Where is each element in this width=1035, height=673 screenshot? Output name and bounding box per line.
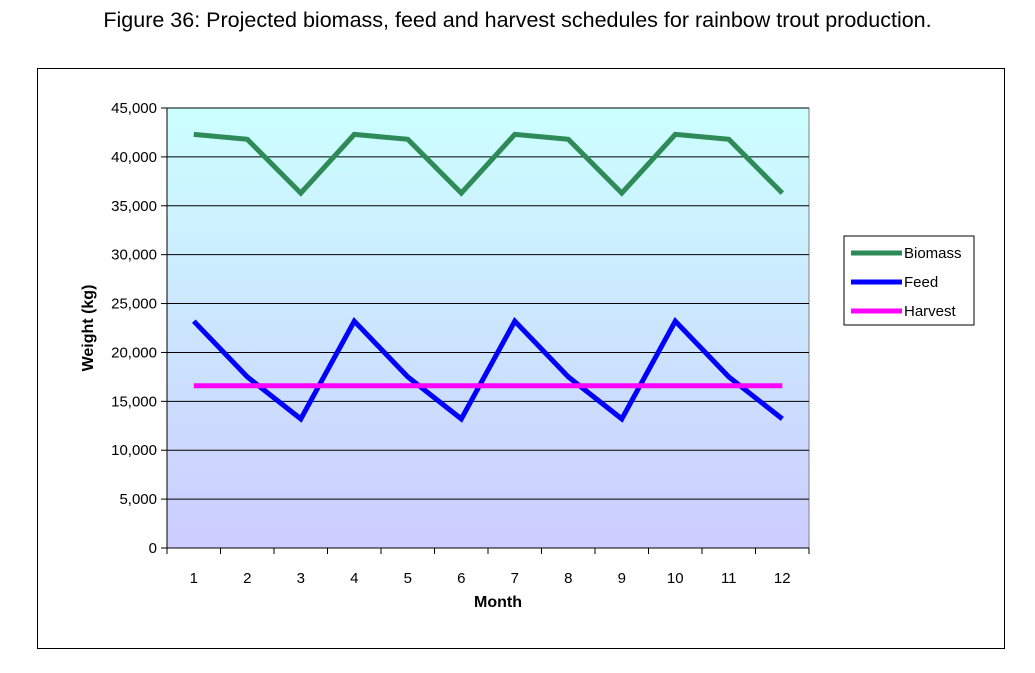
series-lines — [191, 131, 785, 423]
y-tick-label: 35,000 — [111, 198, 157, 215]
x-tick-label: 6 — [457, 570, 465, 587]
figure-title: Figure 36: Projected biomass, feed and h… — [103, 8, 932, 32]
x-tick-label: 7 — [511, 570, 519, 587]
x-tick-label: 4 — [350, 570, 358, 587]
legend-label-harvest: Harvest — [904, 303, 957, 320]
y-axis-title: Weight (kg) — [80, 285, 97, 372]
x-axis-title: Month — [474, 594, 522, 611]
y-tick-label: 10,000 — [111, 442, 157, 459]
y-tick-label: 45,000 — [111, 100, 157, 117]
plot-area — [166, 107, 810, 549]
x-tick-label: 10 — [667, 570, 684, 587]
y-tick-label: 25,000 — [111, 296, 157, 313]
y-tick-label: 5,000 — [119, 491, 157, 508]
y-tick-label: 20,000 — [111, 344, 157, 361]
y-tick-label: 15,000 — [111, 393, 157, 410]
y-axis: 0 5,000 10,000 15,000 20,000 25,000 30,000 35,0… — [111, 100, 168, 557]
series-line-feed — [191, 317, 784, 423]
y-tick-label: 0 — [149, 540, 157, 557]
x-tick-label: 9 — [618, 570, 626, 587]
x-tick-label: 12 — [774, 570, 791, 587]
x-tick-label: 1 — [190, 570, 198, 587]
x-tick-label: 3 — [297, 570, 305, 587]
legend: Biomass Feed Harvest — [843, 235, 975, 326]
legend-label-feed: Feed — [904, 274, 938, 291]
x-tick-label: 8 — [564, 570, 572, 587]
x-tick-label: 2 — [243, 570, 251, 587]
x-tick-label: 5 — [404, 570, 412, 587]
series-line-biomass — [193, 131, 785, 197]
y-tick-label: 30,000 — [111, 247, 157, 264]
legend-label-biomass: Biomass — [904, 245, 962, 262]
x-tick-label: 11 — [721, 570, 737, 587]
x-axis: 1 2 3 4 5 6 7 8 9 10 11 12 — [166, 547, 810, 587]
y-tick-label: 40,000 — [111, 149, 157, 166]
